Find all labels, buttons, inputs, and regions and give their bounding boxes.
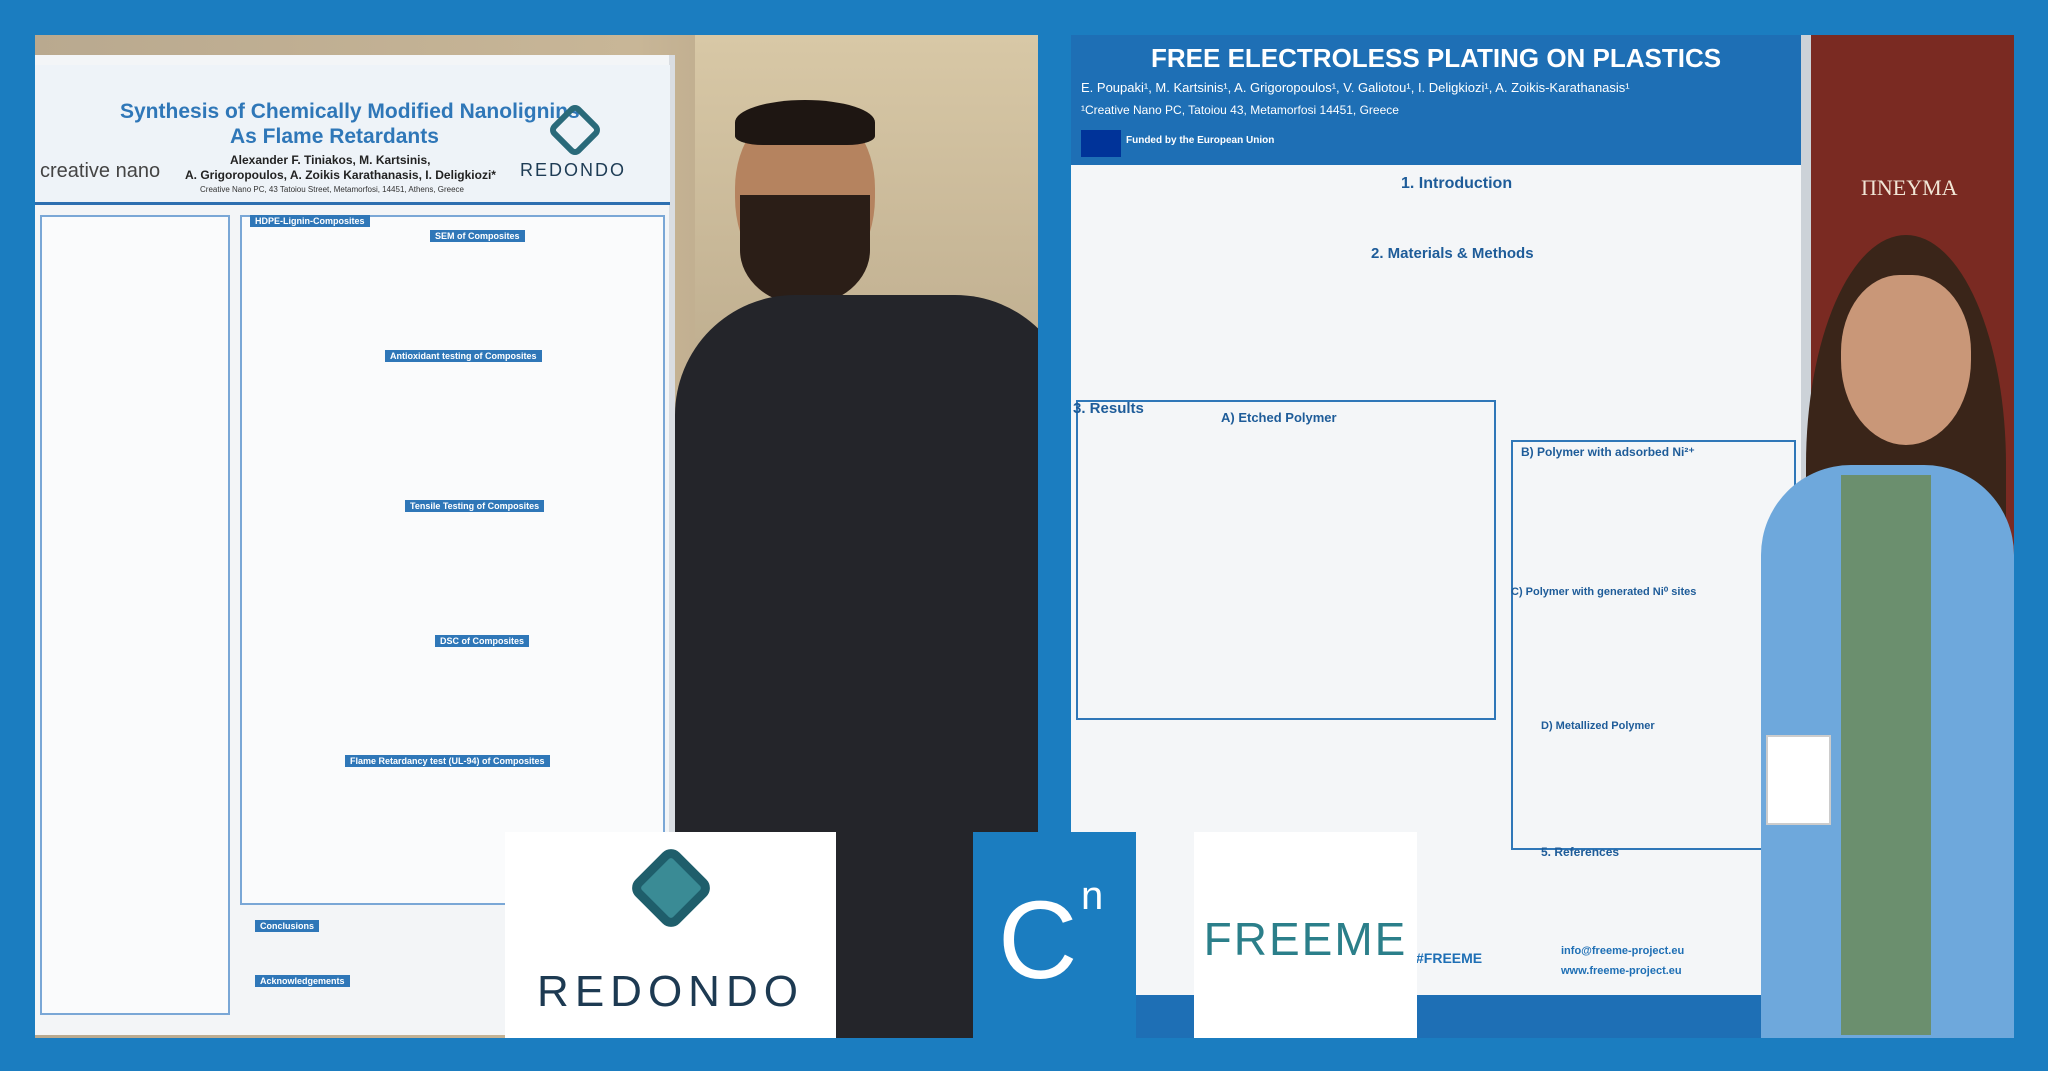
person-shirt [1841,475,1931,1035]
redondo-logo: REDONDO [505,832,836,1038]
poster-section-title: A) Etched Polymer [1221,410,1337,425]
cn-letter: C [998,879,1078,1002]
poster-panel [240,215,665,905]
hashtag: #FREEME [1416,950,1483,966]
poster-authors: A. Grigoropoulos, A. Zoikis Karathanasis… [185,168,496,182]
poster-logo: REDONDO [520,160,627,180]
poster-section-title: DSC of Composites [435,635,530,647]
redondo-mark [627,844,715,932]
poster-affiliation: Creative Nano PC, 43 Tatoiou Street, Met… [200,185,464,194]
poster-section-title: Antioxidant testing of Composites [385,350,542,362]
freeme-text: FREEME [1203,913,1408,965]
poster-title: FREE ELECTROLESS PLATING ON PLASTICS [1151,43,1722,73]
cn-superscript: n [1081,874,1104,918]
left-photo: creative nano Synthesis of Chemically Mo… [35,35,1038,1038]
wall-sign: ΠΝΕΥΜΑ [1861,175,1958,200]
poster-org: creative nano [40,160,161,182]
poster-section-title: Flame Retardancy test (UL-94) of Composi… [345,755,550,767]
poster-section-title: C) Polymer with generated Ni⁰ sites [1511,586,1697,598]
email: info@freeme-project.eu [1561,945,1685,957]
poster-section-title: 1. Introduction [1401,175,1513,192]
poster-body: 1. Introduction 2. Materials & Methods 3. … [1071,175,1801,955]
poster-authors: E. Poupaki¹, M. Kartsinis¹, A. Grigoropo… [1081,80,1630,95]
poster-panel [1511,440,1796,850]
poster-section-title: Tensile Testing of Composites [405,500,545,512]
freeme-logo: FREEME [1194,832,1417,1038]
funding: Funded by the European Union [1126,135,1275,146]
redondo-text: REDONDO [537,967,804,1016]
cn-logo: C n [973,832,1136,1038]
poster-body: HDPE-Lignin-Composites SEM of Composites A… [35,215,670,1025]
person-beard [740,195,870,305]
poster: creative nano Synthesis of Chemically Mo… [35,55,675,1035]
person-hair [735,100,875,145]
poster-section-title: SEM of Composites [430,230,525,242]
poster-panel [40,215,230,1015]
poster: FREE ELECTROLESS PLATING ON PLASTICS E. … [1071,35,1811,1038]
website: www.freeme-project.eu [1561,965,1682,977]
badge [1766,735,1831,825]
poster-header [1071,35,1801,165]
poster-panel [1076,400,1496,720]
poster-footer [1071,995,1801,1038]
poster-title: Synthesis of Chemically Modified Nanolig… [120,100,580,123]
poster-section-title: 2. Materials & Methods [1371,245,1534,262]
eu-flag [1081,130,1121,157]
poster-section-title: Acknowledgements [255,975,350,987]
poster-section-title: B) Polymer with adsorbed Ni²⁺ [1521,445,1695,459]
poster-section-title: 3. Results [1073,400,1144,417]
poster-title: As Flame Retardants [230,125,439,148]
poster-section-title: Conclusions [255,920,320,932]
person-face [1841,275,1971,445]
poster-section-title: HDPE-Lignin-Composites [250,215,370,227]
poster-header [35,65,670,205]
poster-affiliation: ¹Creative Nano PC, Tatoiou 43, Metamorfo… [1081,103,1399,117]
poster-section-title: 5. References [1541,845,1620,859]
poster-authors: Alexander F. Tiniakos, M. Kartsinis, [230,153,431,167]
poster-section-title: D) Metallized Polymer [1541,720,1655,732]
